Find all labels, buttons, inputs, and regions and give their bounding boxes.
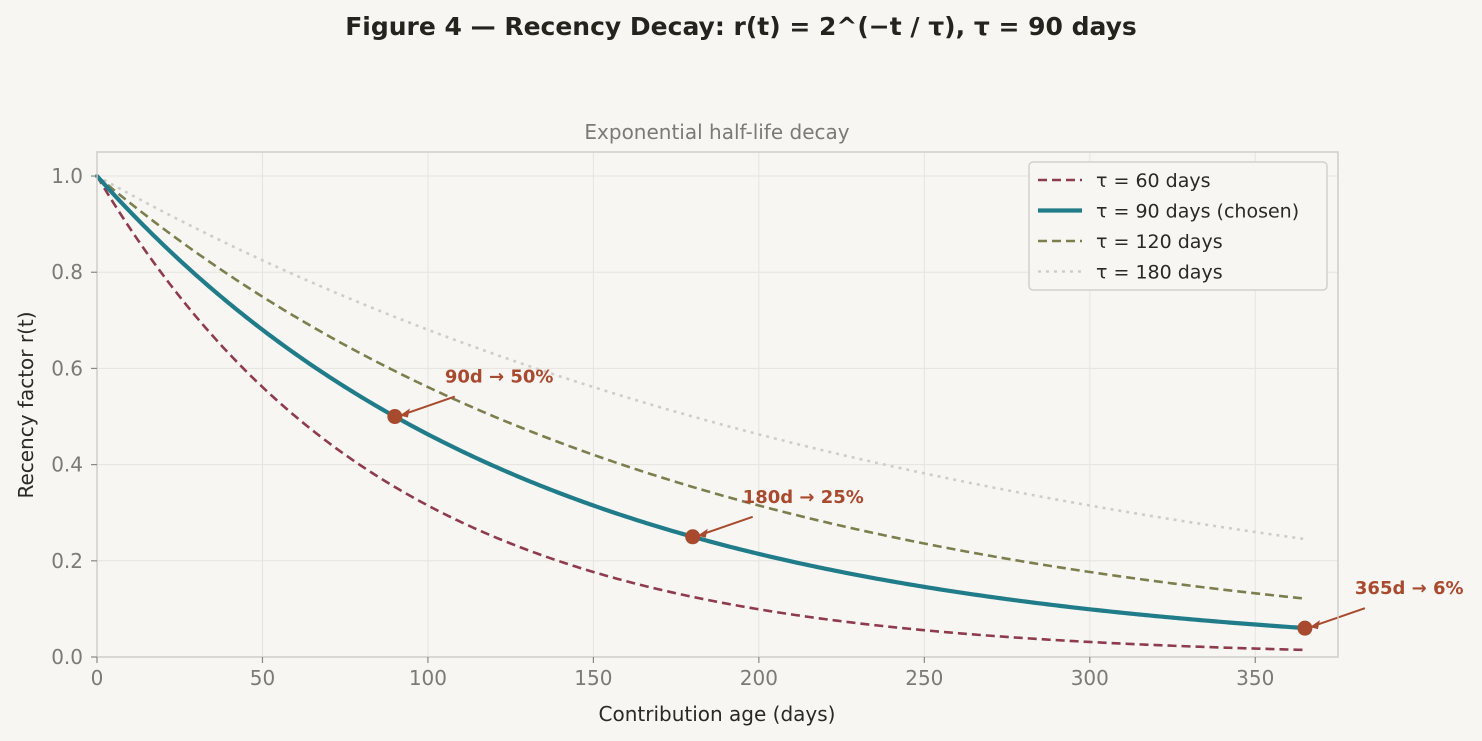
series-line-tau-120 <box>96 175 1306 600</box>
series-line-tau-90 <box>94 173 1308 631</box>
annotation-arrowhead <box>1309 620 1320 630</box>
x-tick-label: 0 <box>91 666 104 690</box>
x-tick-label: 100 <box>409 666 447 690</box>
x-tick-label: 250 <box>905 666 943 690</box>
annotation-arrow <box>402 395 456 416</box>
series-line-tau-180 <box>96 174 1306 541</box>
plot-title: Exponential half-life decay <box>584 120 849 144</box>
legend-label-tau-60: τ = 60 days <box>1096 170 1211 192</box>
x-tick-label: 300 <box>1071 666 1109 690</box>
x-axis-label: Contribution age (days) <box>599 702 836 726</box>
annotation-point <box>1297 620 1313 636</box>
legend: τ = 60 days τ = 90 days (chosen) τ = 120 d… <box>1028 161 1328 291</box>
annotation-label: 180d → 25% <box>743 487 864 508</box>
legend-box <box>1028 161 1328 291</box>
x-tick-label: 350 <box>1236 666 1274 690</box>
plot-frame <box>96 151 1339 658</box>
annotation-arrowhead <box>697 528 708 538</box>
y-tick-label: 1.0 <box>51 164 83 188</box>
y-tick-label: 0.4 <box>51 453 83 477</box>
x-tick-label: 200 <box>740 666 778 690</box>
legend-label-tau-180: τ = 180 days <box>1096 262 1223 284</box>
figure-title: Figure 4 — Recency Decay: r(t) = 2^(−t /… <box>345 12 1137 41</box>
annotation-arrowhead <box>399 408 410 418</box>
x-tick-label: 150 <box>574 666 612 690</box>
y-tick-label: 0.8 <box>51 260 83 284</box>
y-tick-label: 0.6 <box>51 356 83 380</box>
legend-label-tau-120: τ = 120 days <box>1096 231 1223 253</box>
annotation-point <box>387 409 403 425</box>
y-tick-label: 0.0 <box>51 645 83 669</box>
y-tick-label: 0.2 <box>51 549 83 573</box>
series-line-tau-60 <box>95 175 1305 652</box>
legend-label-tau-90: τ = 90 days (chosen) <box>1096 201 1299 223</box>
y-axis-label: Recency factor r(t) <box>14 311 38 498</box>
annotation-arrow <box>1312 607 1366 628</box>
series-lines <box>94 173 1308 652</box>
annotations: 90d → 50% 180d → 25% 365d → 6% <box>387 367 1464 636</box>
annotation-label: 90d → 50% <box>445 367 554 388</box>
x-tick-label: 50 <box>250 666 275 690</box>
annotation-label: 365d → 6% <box>1355 578 1464 599</box>
annotation-point <box>685 529 701 545</box>
annotation-arrow <box>700 515 754 536</box>
axis-ticks: 0 50 100 150 200 250 300 350 0.0 0.2 0.4 0.6 0.8 1.0 <box>51 164 1274 690</box>
